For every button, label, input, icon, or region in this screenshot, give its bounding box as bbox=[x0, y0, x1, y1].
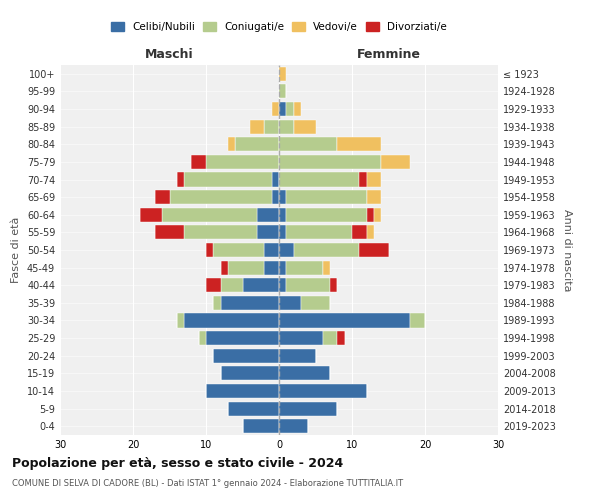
Bar bbox=[272, 102, 279, 116]
Legend: Celibi/Nubili, Coniugati/e, Vedovi/e, Divorziati/e: Celibi/Nubili, Coniugati/e, Vedovi/e, Di… bbox=[108, 18, 450, 35]
Y-axis label: Anni di nascita: Anni di nascita bbox=[562, 209, 572, 291]
Bar bbox=[265, 120, 279, 134]
Bar bbox=[330, 278, 337, 292]
Bar bbox=[162, 208, 257, 222]
Bar bbox=[170, 190, 272, 204]
Bar bbox=[242, 419, 279, 433]
Bar bbox=[279, 348, 316, 363]
Bar bbox=[293, 120, 316, 134]
Bar bbox=[279, 331, 323, 345]
Bar bbox=[279, 226, 286, 239]
Bar bbox=[257, 226, 279, 239]
Bar bbox=[206, 243, 214, 257]
Text: Maschi: Maschi bbox=[145, 48, 194, 62]
Bar bbox=[279, 155, 381, 169]
Bar bbox=[221, 366, 279, 380]
Bar bbox=[301, 296, 330, 310]
Bar bbox=[279, 208, 286, 222]
Bar bbox=[337, 137, 381, 152]
Bar bbox=[177, 314, 184, 328]
Bar bbox=[221, 278, 242, 292]
Bar bbox=[367, 226, 374, 239]
Text: COMUNE DI SELVA DI CADORE (BL) - Dati ISTAT 1° gennaio 2024 - Elaborazione TUTTI: COMUNE DI SELVA DI CADORE (BL) - Dati IS… bbox=[12, 479, 403, 488]
Bar bbox=[191, 155, 206, 169]
Bar bbox=[184, 314, 279, 328]
Bar bbox=[184, 172, 272, 186]
Bar bbox=[272, 190, 279, 204]
Text: Popolazione per età, sesso e stato civile - 2024: Popolazione per età, sesso e stato civil… bbox=[12, 458, 343, 470]
Bar bbox=[279, 172, 359, 186]
Bar bbox=[242, 278, 279, 292]
Bar bbox=[235, 137, 279, 152]
Bar bbox=[279, 67, 286, 81]
Bar bbox=[359, 243, 389, 257]
Bar bbox=[214, 296, 221, 310]
Bar bbox=[381, 155, 410, 169]
Bar bbox=[221, 260, 228, 274]
Bar bbox=[279, 190, 286, 204]
Bar bbox=[265, 260, 279, 274]
Bar bbox=[279, 366, 330, 380]
Bar bbox=[279, 260, 286, 274]
Bar bbox=[293, 102, 301, 116]
Bar bbox=[286, 278, 330, 292]
Bar bbox=[140, 208, 162, 222]
Bar bbox=[279, 296, 301, 310]
Bar bbox=[279, 120, 293, 134]
Bar bbox=[279, 278, 286, 292]
Bar bbox=[367, 172, 381, 186]
Bar bbox=[257, 208, 279, 222]
Bar bbox=[177, 172, 184, 186]
Bar bbox=[228, 260, 265, 274]
Bar bbox=[286, 190, 367, 204]
Bar bbox=[410, 314, 425, 328]
Bar bbox=[286, 260, 323, 274]
Bar bbox=[279, 243, 293, 257]
Bar bbox=[279, 102, 286, 116]
Bar bbox=[206, 331, 279, 345]
Bar bbox=[279, 137, 337, 152]
Bar bbox=[352, 226, 367, 239]
Bar bbox=[206, 155, 279, 169]
Bar bbox=[286, 226, 352, 239]
Bar bbox=[279, 384, 367, 398]
Bar bbox=[184, 226, 257, 239]
Bar bbox=[367, 190, 381, 204]
Bar bbox=[293, 243, 359, 257]
Bar bbox=[279, 314, 410, 328]
Bar bbox=[221, 296, 279, 310]
Bar bbox=[155, 226, 184, 239]
Text: Femmine: Femmine bbox=[356, 48, 421, 62]
Bar bbox=[337, 331, 344, 345]
Bar bbox=[265, 243, 279, 257]
Bar bbox=[286, 208, 367, 222]
Bar bbox=[228, 402, 279, 415]
Bar bbox=[323, 331, 337, 345]
Bar bbox=[286, 102, 293, 116]
Bar bbox=[206, 278, 221, 292]
Bar bbox=[323, 260, 330, 274]
Bar bbox=[359, 172, 367, 186]
Bar bbox=[367, 208, 374, 222]
Bar bbox=[206, 384, 279, 398]
Bar bbox=[272, 172, 279, 186]
Bar bbox=[199, 331, 206, 345]
Bar bbox=[279, 419, 308, 433]
Bar bbox=[214, 243, 265, 257]
Y-axis label: Fasce di età: Fasce di età bbox=[11, 217, 21, 283]
Bar bbox=[374, 208, 381, 222]
Bar bbox=[155, 190, 170, 204]
Bar bbox=[228, 137, 235, 152]
Bar bbox=[214, 348, 279, 363]
Bar bbox=[279, 84, 286, 98]
Bar bbox=[279, 402, 337, 415]
Bar bbox=[250, 120, 265, 134]
